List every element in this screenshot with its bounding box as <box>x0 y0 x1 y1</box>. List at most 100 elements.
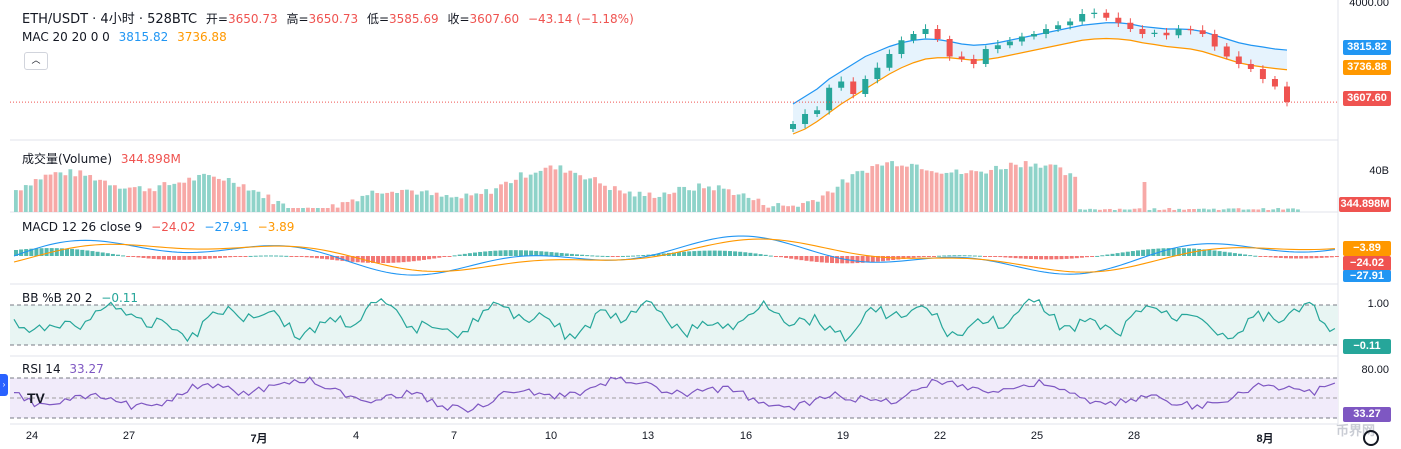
candle-body <box>1151 32 1158 34</box>
macd-histogram-bar <box>493 250 498 256</box>
volume-bar <box>1281 209 1285 212</box>
volume-bar <box>83 175 88 212</box>
candles-group <box>790 8 1290 132</box>
volume-bar <box>1152 208 1157 212</box>
volume-bar <box>875 164 880 212</box>
macd-histogram-bar <box>753 253 758 256</box>
volume-bar <box>479 193 484 212</box>
volume-tag: 344.898M <box>1339 197 1391 212</box>
volume-bar <box>761 205 766 212</box>
volume-bar <box>825 191 830 212</box>
macd-histogram-bar <box>575 254 579 256</box>
macd-legend[interactable]: MACD 12 26 close 9 −24.02 −27.91 −3.89 <box>22 220 299 234</box>
macd-histogram-bar <box>161 256 166 260</box>
macd-histogram-bar <box>1268 256 1273 258</box>
candle-body <box>1067 21 1074 26</box>
volume-bar <box>296 208 300 212</box>
volume-bar <box>434 192 439 212</box>
volume-bar <box>1073 176 1078 212</box>
time-axis-label: 22 <box>933 430 947 442</box>
volume-bar <box>617 190 622 212</box>
volume-bar <box>499 184 503 212</box>
volume-bar <box>603 185 607 212</box>
sidebar-toggle-icon[interactable]: › <box>0 374 8 396</box>
macd-histogram-bar <box>712 250 717 256</box>
macd-histogram-bar <box>187 256 192 260</box>
macd-histogram-bar <box>600 255 605 257</box>
volume-bar <box>1177 208 1182 212</box>
volume-bar <box>429 195 434 212</box>
volume-bar <box>622 193 627 212</box>
macd-histogram-bar <box>80 249 85 256</box>
macd-histogram-bar <box>452 255 457 257</box>
volume-bar <box>707 186 711 212</box>
volume-bar <box>320 208 325 212</box>
macd-histogram-bar <box>544 251 549 256</box>
collapse-legend-button[interactable]: ︿ <box>24 52 48 70</box>
volume-bar <box>1004 169 1008 212</box>
macd-histogram-bar <box>947 255 952 257</box>
macd-histogram-bar <box>1125 251 1130 256</box>
volume-bar <box>944 172 949 212</box>
macd-histogram-bar <box>585 255 590 257</box>
volume-bar <box>1132 208 1137 212</box>
candle-body <box>886 54 893 68</box>
volume-bar <box>632 196 637 212</box>
volume-bar <box>216 178 221 212</box>
volume-bar <box>939 173 944 212</box>
gear-icon[interactable] <box>1363 430 1379 446</box>
macd-histogram-bar <box>1059 256 1064 260</box>
volume-bar <box>137 186 142 212</box>
volume-bar <box>746 197 751 212</box>
macd-histogram-bar <box>518 250 523 256</box>
volume-bar <box>563 172 568 212</box>
volume-bar <box>905 166 909 212</box>
macd-histogram-bar <box>1202 249 1207 256</box>
volume-bar <box>266 194 271 212</box>
candle-body <box>1199 30 1206 34</box>
macd-histogram-bar <box>508 250 513 256</box>
macd-histogram-bar <box>641 255 646 257</box>
candle-body <box>874 67 881 79</box>
macd-histogram-bar <box>386 256 391 263</box>
volume-bar <box>474 193 479 212</box>
macd-histogram-bar <box>993 256 998 257</box>
volume-bar <box>662 192 667 212</box>
macd-histogram-bar <box>1176 248 1181 256</box>
volume-legend[interactable]: 成交量(Volume) 344.898M <box>22 150 186 167</box>
macd-histogram-bar <box>779 256 783 258</box>
volume-bar <box>756 198 761 212</box>
low-value: 3585.69 <box>389 12 439 26</box>
symbol-title[interactable]: ETH/USDT · 4小时 · 528BTC <box>22 12 198 27</box>
volume-bar <box>1093 209 1097 212</box>
volume-bar <box>350 199 355 212</box>
volume-bar <box>172 183 177 212</box>
volume-bar <box>330 204 335 212</box>
volume-bar <box>751 200 756 212</box>
macd-histogram-bar <box>279 255 284 257</box>
volume-bar <box>113 185 117 212</box>
volume-bar <box>33 179 38 212</box>
volume-bar <box>924 170 929 212</box>
candle-body <box>1103 12 1110 18</box>
price-legend: ETH/USDT · 4小时 · 528BTC 开=3650.73 高=3650… <box>22 8 639 27</box>
rsi-legend[interactable]: RSI 14 33.27 <box>22 362 109 376</box>
macd-histogram-bar <box>1171 248 1176 256</box>
macd-histogram-bar <box>401 256 406 263</box>
macd-histogram-bar <box>75 249 80 256</box>
macd-histogram-bar <box>1319 256 1324 258</box>
bb-legend[interactable]: BB %B 20 2 −0.11 <box>22 291 143 305</box>
candle-body <box>970 59 977 64</box>
macd-histogram-bar <box>763 254 768 256</box>
macd-histogram-bar <box>932 256 936 257</box>
macd-histogram-bar <box>977 255 982 257</box>
volume-bar <box>370 190 375 212</box>
mac-legend[interactable]: MAC 20 20 0 0 3815.82 3736.88 <box>22 30 232 44</box>
volume-bar <box>949 172 954 212</box>
volume-bar <box>177 182 182 212</box>
candle-body <box>814 110 821 114</box>
volume-bar <box>1226 208 1231 212</box>
candle-body <box>946 39 953 57</box>
volume-bar <box>697 183 701 212</box>
macd-histogram-bar <box>1187 248 1191 256</box>
